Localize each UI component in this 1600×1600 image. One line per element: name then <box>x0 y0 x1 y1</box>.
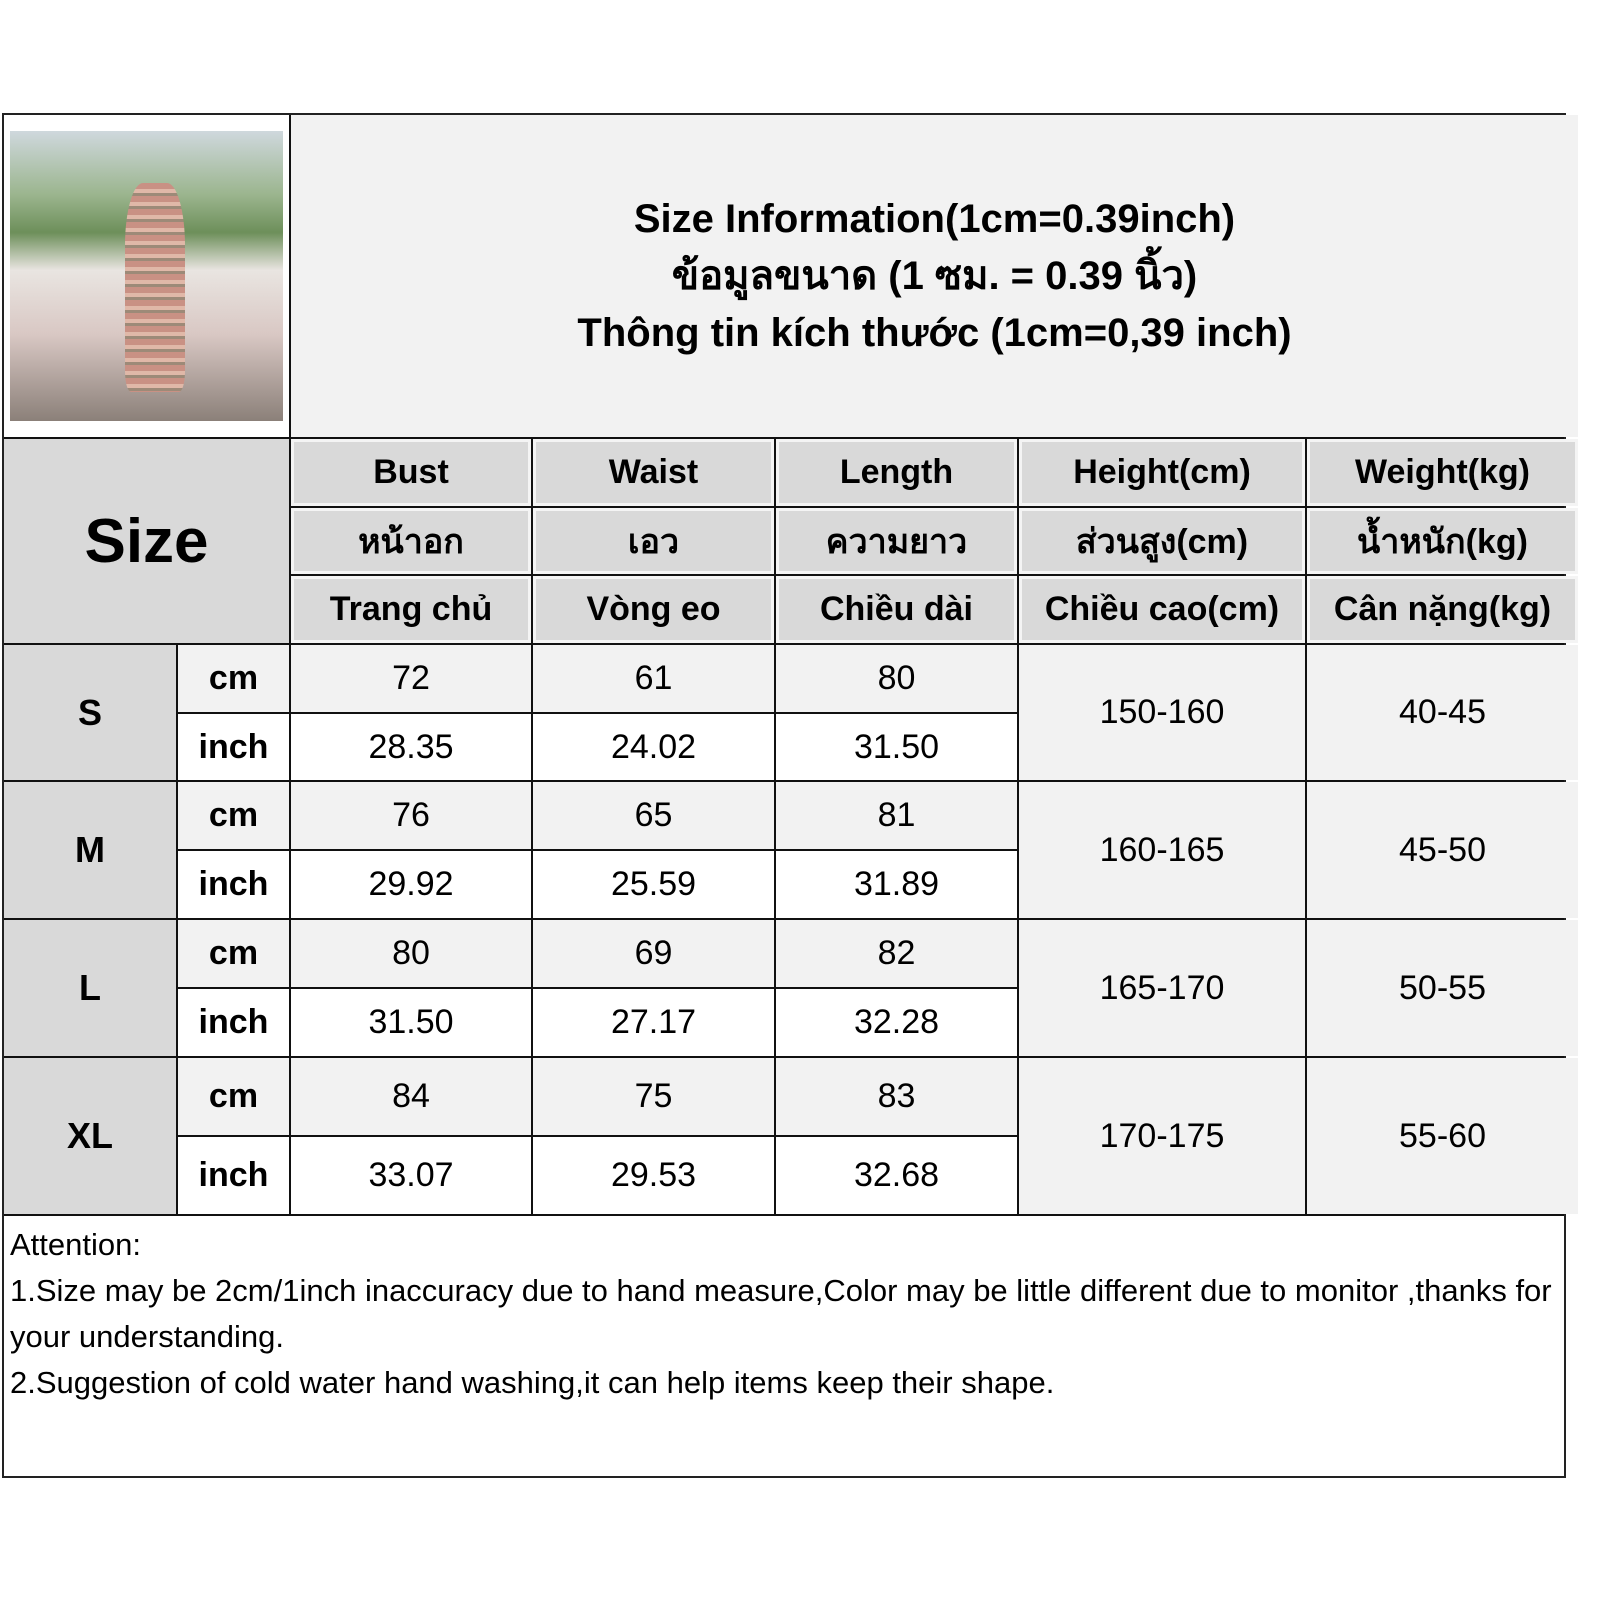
column-header-th: น้ำหนัก(kg) <box>1307 508 1578 574</box>
unit-inch: inch <box>178 1137 289 1214</box>
cm-value: 76 <box>291 782 531 849</box>
height-range: 170-175 <box>1019 1058 1305 1214</box>
cm-value: 80 <box>291 920 531 987</box>
notes: Attention: 1.Size may be 2cm/1inch inacc… <box>4 1214 1564 1476</box>
column-header-en: Height(cm) <box>1019 439 1305 506</box>
column-header-vi: Vòng eo <box>533 576 774 643</box>
inch-value: 27.17 <box>533 989 774 1056</box>
weight-range: 40-45 <box>1307 645 1578 780</box>
column-header-th: เอว <box>533 508 774 574</box>
inch-value: 33.07 <box>291 1137 531 1214</box>
size-table: Size Information(1cm=0.39inch) ข้อมูลขนาด… <box>4 115 1578 1214</box>
unit-cm: cm <box>178 920 289 987</box>
size-chart: Size Information(1cm=0.39inch) ข้อมูลขนาด… <box>2 113 1578 1478</box>
inch-value: 28.35 <box>291 714 531 780</box>
unit-cm: cm <box>178 782 289 849</box>
chart-title: Size Information(1cm=0.39inch) ข้อมูลขนาด… <box>291 115 1578 437</box>
height-range: 165-170 <box>1019 920 1305 1056</box>
column-header-th: ความยาว <box>776 508 1017 574</box>
cm-value: 72 <box>291 645 531 712</box>
column-header-en: Length <box>776 439 1017 506</box>
note-1: 1.Size may be 2cm/1inch inaccuracy due t… <box>10 1273 1552 1354</box>
unit-cm: cm <box>178 1058 289 1135</box>
column-header-vi: Cân nặng(kg) <box>1307 576 1578 643</box>
size-label: S <box>4 645 176 780</box>
column-header-th: หน้าอก <box>291 508 531 574</box>
model-image <box>10 131 283 421</box>
inch-value: 24.02 <box>533 714 774 780</box>
column-header-en: Waist <box>533 439 774 506</box>
unit-inch: inch <box>178 851 289 918</box>
weight-range: 45-50 <box>1307 782 1578 918</box>
inch-value: 31.50 <box>776 714 1017 780</box>
cm-value: 82 <box>776 920 1017 987</box>
column-header-vi: Trang chủ <box>291 576 531 643</box>
column-header-vi: Chiều dài <box>776 576 1017 643</box>
column-header-vi: Chiều cao(cm) <box>1019 576 1305 643</box>
cm-value: 83 <box>776 1058 1017 1135</box>
cm-value: 81 <box>776 782 1017 849</box>
inch-value: 25.59 <box>533 851 774 918</box>
cm-value: 75 <box>533 1058 774 1135</box>
striped-dress <box>124 183 185 392</box>
cm-value: 69 <box>533 920 774 987</box>
inch-value: 29.92 <box>291 851 531 918</box>
size-header: Size <box>4 439 289 643</box>
column-header-en: Bust <box>291 439 531 506</box>
height-range: 160-165 <box>1019 782 1305 918</box>
inch-value: 29.53 <box>533 1137 774 1214</box>
cm-value: 84 <box>291 1058 531 1135</box>
inch-value: 32.68 <box>776 1137 1017 1214</box>
weight-range: 50-55 <box>1307 920 1578 1056</box>
unit-inch: inch <box>178 989 289 1056</box>
title-line: ข้อมูลขนาด (1 ซม. = 0.39 นิ้ว) <box>671 253 1198 298</box>
product-photo <box>4 115 289 437</box>
note-2: 2.Suggestion of cold water hand washing,… <box>10 1365 1055 1400</box>
inch-value: 31.50 <box>291 989 531 1056</box>
weight-range: 55-60 <box>1307 1058 1578 1214</box>
inch-value: 32.28 <box>776 989 1017 1056</box>
unit-inch: inch <box>178 714 289 780</box>
title-line: Size Information(1cm=0.39inch) <box>633 196 1236 241</box>
size-label: M <box>4 782 176 918</box>
column-header-th: ส่วนสูง(cm) <box>1019 508 1305 574</box>
cm-value: 61 <box>533 645 774 712</box>
column-header-en: Weight(kg) <box>1307 439 1578 506</box>
cm-value: 65 <box>533 782 774 849</box>
cm-value: 80 <box>776 645 1017 712</box>
unit-cm: cm <box>178 645 289 712</box>
inch-value: 31.89 <box>776 851 1017 918</box>
size-label: XL <box>4 1058 176 1214</box>
title-line: Thông tin kích thước (1cm=0,39 inch) <box>577 310 1292 355</box>
size-label: L <box>4 920 176 1056</box>
notes-heading: Attention: <box>10 1227 141 1262</box>
height-range: 150-160 <box>1019 645 1305 780</box>
